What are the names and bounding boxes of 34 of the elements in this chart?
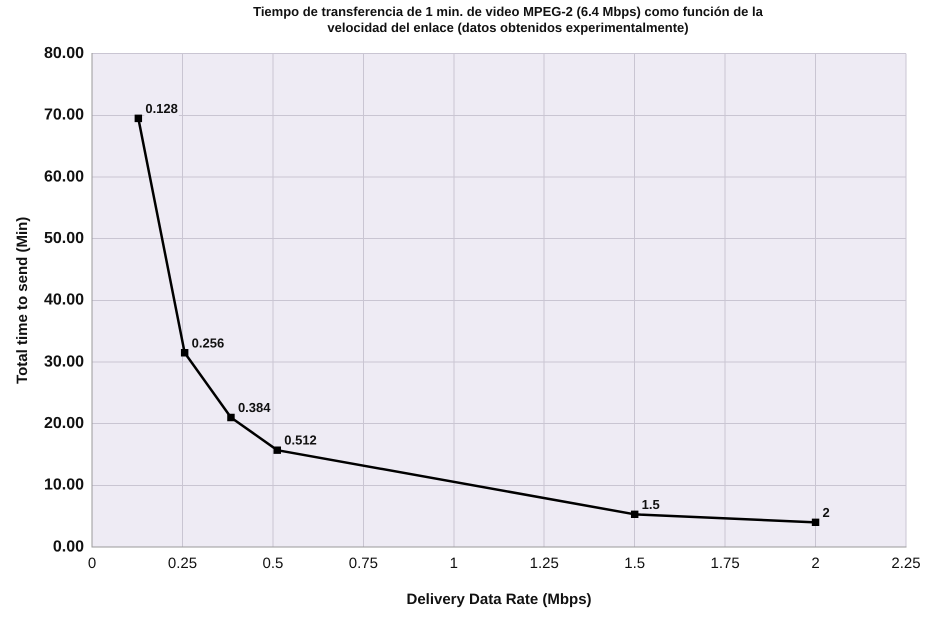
y-tick-label: 80.00 xyxy=(44,45,84,62)
y-tick-label: 0.00 xyxy=(52,538,84,556)
x-tick-label: 1.5 xyxy=(624,555,646,572)
annotation: 0.512 xyxy=(284,432,317,448)
y-tick-label: 40.00 xyxy=(44,292,84,309)
annotation: 1.5 xyxy=(642,496,660,512)
x-tick-label: 2.25 xyxy=(891,555,921,572)
annotation: 0.128 xyxy=(145,100,178,116)
y-tick-label: 50.00 xyxy=(44,230,84,248)
point xyxy=(227,414,235,422)
point xyxy=(134,114,142,122)
x-tick-label: 1.25 xyxy=(530,555,559,572)
point xyxy=(274,446,281,454)
annotation: 0.256 xyxy=(192,335,224,350)
annotation: 2 xyxy=(822,504,830,520)
y-tick-label: 60.00 xyxy=(44,168,84,186)
x-axis-title: Delivery Data Rate (Mbps) xyxy=(406,591,592,608)
x-tick-label: 1 xyxy=(450,555,458,572)
annotation: 0.384 xyxy=(238,400,272,416)
point xyxy=(812,518,820,526)
x-tick-label: 0.5 xyxy=(262,555,284,572)
point xyxy=(630,510,638,518)
y-tick-label: 70.00 xyxy=(44,106,84,124)
point xyxy=(180,349,188,356)
chart-title: Tiempo de transferencia de 1 min. de video MPEG-2 (6.4 Mbps) como función de la velocidad del enlace (datos obtenidos experimentalmente) xyxy=(252,4,764,36)
x-tick-label: 0.25 xyxy=(168,555,198,572)
x-tick-label: 1.75 xyxy=(710,555,740,572)
x-tick-label: 2 xyxy=(811,555,820,572)
x-tick-label: 0 xyxy=(88,555,96,572)
y-tick-label: 30.00 xyxy=(44,353,84,370)
y-tick-label: 10.00 xyxy=(44,476,84,494)
y-axis-title: Total time to send (Min) xyxy=(14,216,32,384)
x-tick-label: 0.75 xyxy=(348,555,378,572)
y-tick-label: 20.00 xyxy=(44,415,84,432)
